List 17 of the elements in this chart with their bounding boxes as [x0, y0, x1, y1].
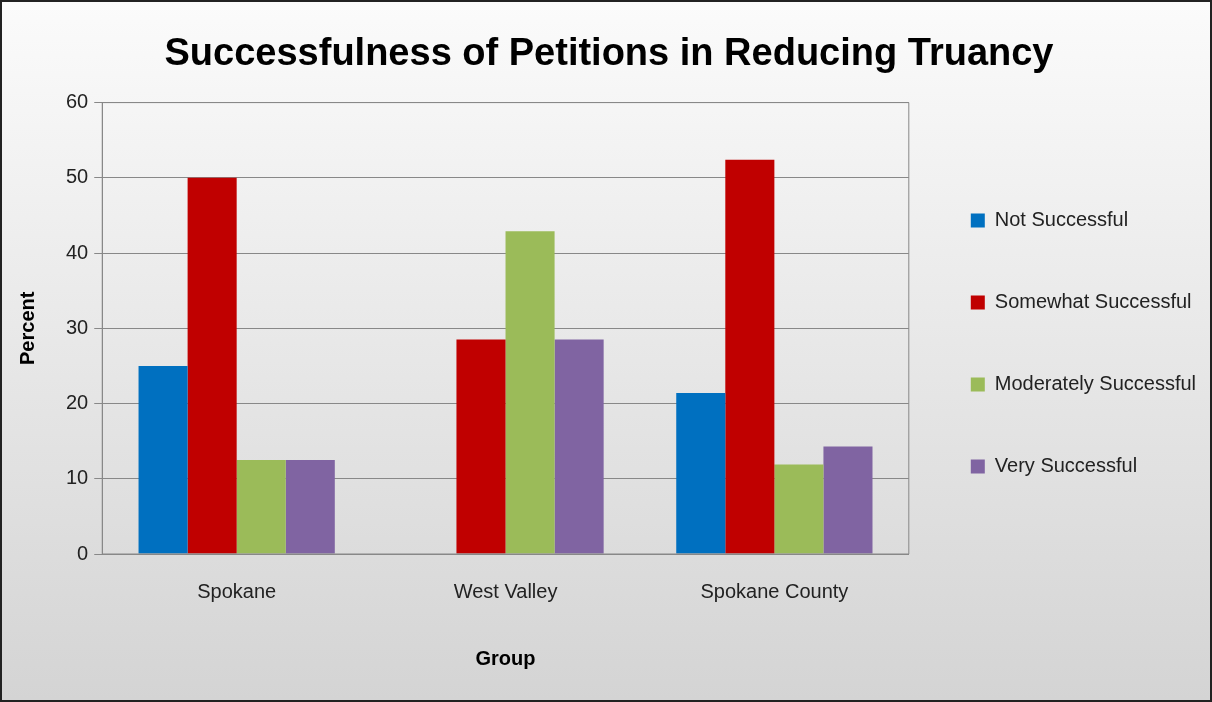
- y-tick-label: 30: [66, 315, 89, 338]
- y-tick-label: 40: [66, 240, 89, 263]
- y-tick-label: 0: [77, 541, 89, 564]
- chart-title: Successfulness of Petitions in Reducing Truancy: [164, 31, 1054, 74]
- legend-label: Moderately Successful: [994, 372, 1196, 395]
- y-tick-label: 60: [66, 90, 89, 113]
- legend-label: Very Successful: [994, 454, 1138, 477]
- y-tick-label: 10: [66, 466, 89, 489]
- x-tick-label: Spokane: [197, 579, 277, 602]
- y-tick-label: 20: [66, 391, 89, 414]
- x-tick-label: West Valley: [453, 579, 558, 602]
- y-axis-title: Percent: [15, 291, 38, 365]
- legend-label: Not Successful: [994, 208, 1129, 231]
- y-tick-label: 50: [66, 165, 89, 188]
- x-axis-title: Group: [475, 646, 536, 669]
- legend-label: Somewhat Successful: [994, 290, 1192, 313]
- x-tick-label: Spokane County: [700, 579, 849, 602]
